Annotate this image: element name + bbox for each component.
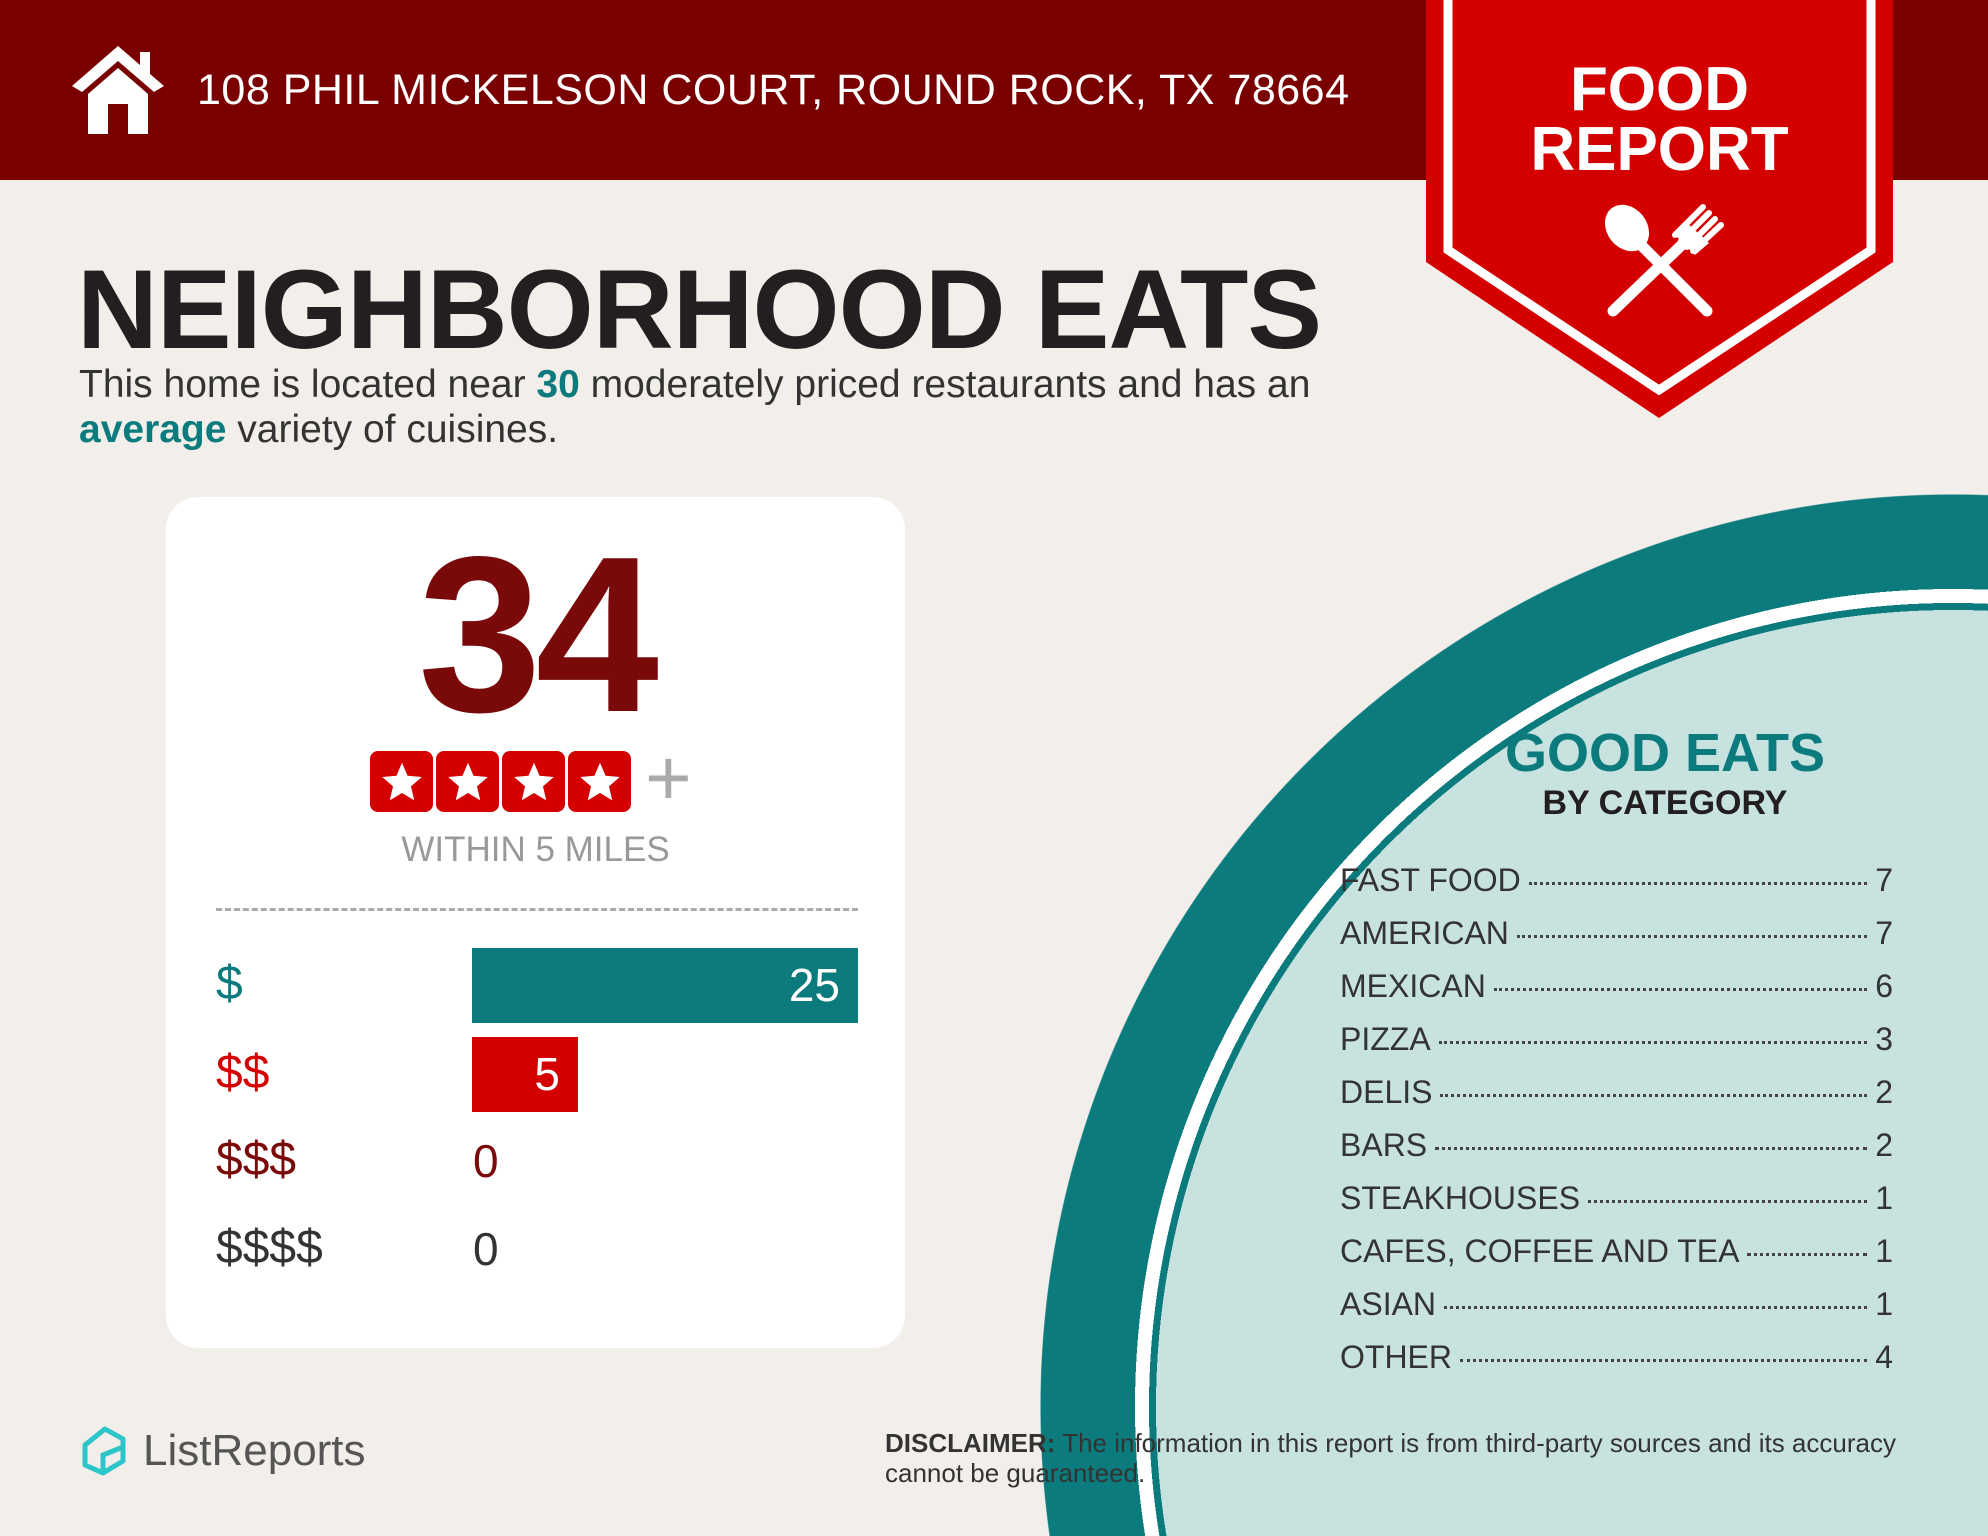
category-count: 7 bbox=[1875, 915, 1893, 951]
desc-count: 30 bbox=[536, 363, 580, 406]
disclaimer-label: DISCLAIMER: bbox=[885, 1428, 1056, 1458]
ribbon-line2: REPORT bbox=[1530, 115, 1789, 184]
star-icon bbox=[568, 751, 631, 812]
star-rating bbox=[370, 751, 631, 812]
price-level-value: 0 bbox=[473, 1223, 499, 1275]
price-level-label: $$$ bbox=[216, 1133, 297, 1186]
page-title: NEIGHBORHOOD EATS bbox=[77, 247, 1322, 372]
categories-title: GOOD EATS bbox=[1504, 723, 1826, 783]
star-icon bbox=[436, 751, 499, 812]
desc-variety: average bbox=[79, 408, 227, 451]
restaurant-count: 34 bbox=[418, 511, 659, 759]
price-level-label: $ bbox=[216, 957, 243, 1010]
category-name: DELIS bbox=[1340, 1074, 1433, 1110]
logo-text: ListReports bbox=[143, 1426, 366, 1475]
dot-leader bbox=[1516, 935, 1868, 938]
category-count: 2 bbox=[1875, 1074, 1893, 1110]
category-row: ASIAN 1 bbox=[1340, 1286, 1893, 1339]
dot-leader bbox=[1460, 1359, 1868, 1362]
dot-leader bbox=[1493, 988, 1868, 991]
category-count: 7 bbox=[1875, 862, 1893, 898]
radius-label: WITHIN 5 MILES bbox=[401, 830, 670, 869]
divider bbox=[216, 908, 858, 911]
category-name: BARS bbox=[1340, 1127, 1428, 1163]
spoon-fork-icon bbox=[1604, 204, 1724, 317]
dot-leader bbox=[1528, 882, 1868, 885]
price-level-value: 0 bbox=[473, 1135, 499, 1187]
category-name: OTHER bbox=[1340, 1339, 1452, 1375]
listreports-logo: ListReports bbox=[79, 1425, 366, 1477]
category-row: STEAKHOUSES 1 bbox=[1340, 1180, 1893, 1233]
category-list: FAST FOOD 7 AMERICAN 7 MEXICAN 6 PIZZA 3 DELIS 2 B… bbox=[1340, 862, 1893, 1392]
category-count: 3 bbox=[1875, 1021, 1893, 1057]
dot-leader bbox=[1438, 1041, 1868, 1044]
category-name: AMERICAN bbox=[1340, 915, 1509, 951]
dot-leader bbox=[1435, 1147, 1868, 1150]
listreports-logo-icon bbox=[82, 1426, 126, 1476]
star-icon bbox=[502, 751, 565, 812]
category-count: 6 bbox=[1875, 968, 1893, 1004]
price-level-bar: 25 bbox=[472, 948, 858, 1023]
category-name: FAST FOOD bbox=[1340, 862, 1521, 898]
category-name: CAFES, COFFEE AND TEA bbox=[1340, 1233, 1740, 1269]
plate-circle bbox=[1040, 494, 1988, 1536]
ribbon-title: FOOD REPORT bbox=[1426, 55, 1893, 184]
category-count: 1 bbox=[1875, 1180, 1893, 1216]
category-count: 1 bbox=[1875, 1286, 1893, 1322]
category-row: AMERICAN 7 bbox=[1340, 915, 1893, 968]
category-row: DELIS 2 bbox=[1340, 1074, 1893, 1127]
category-name: MEXICAN bbox=[1340, 968, 1486, 1004]
category-row: MEXICAN 6 bbox=[1340, 968, 1893, 1021]
category-count: 4 bbox=[1875, 1339, 1893, 1375]
category-row: FAST FOOD 7 bbox=[1340, 862, 1893, 915]
dot-leader bbox=[1588, 1200, 1868, 1203]
disclaimer: DISCLAIMER: The information in this repo… bbox=[885, 1428, 1905, 1488]
categories-subtitle: BY CATEGORY bbox=[1542, 784, 1788, 822]
desc-text: This home is located near bbox=[79, 363, 537, 406]
category-name: PIZZA bbox=[1340, 1021, 1431, 1057]
dot-leader bbox=[1747, 1253, 1868, 1256]
summary-description: This home is located near 30 moderately … bbox=[79, 362, 1379, 452]
price-level-label: $$$$ bbox=[216, 1221, 323, 1274]
disclaimer-text: The information in this report is from t… bbox=[885, 1428, 1896, 1488]
rating-plus: + bbox=[645, 733, 692, 822]
category-name: ASIAN bbox=[1340, 1286, 1437, 1322]
food-report-ribbon bbox=[1426, 0, 1893, 418]
price-level-label: $$ bbox=[216, 1046, 270, 1099]
house-icon bbox=[72, 46, 164, 134]
category-count: 1 bbox=[1875, 1233, 1893, 1269]
star-icon bbox=[370, 751, 433, 812]
category-row: OTHER 4 bbox=[1340, 1339, 1893, 1392]
dot-leader bbox=[1444, 1306, 1868, 1309]
restaurant-summary-card bbox=[166, 497, 905, 1348]
price-level-bar: 5 bbox=[472, 1037, 578, 1112]
category-row: BARS 2 bbox=[1340, 1127, 1893, 1180]
category-row: PIZZA 3 bbox=[1340, 1021, 1893, 1074]
ribbon-line1: FOOD bbox=[1569, 55, 1750, 124]
dot-leader bbox=[1440, 1094, 1868, 1097]
category-row: CAFES, COFFEE AND TEA 1 bbox=[1340, 1233, 1893, 1286]
property-address: 108 PHIL MICKELSON COURT, ROUND ROCK, TX… bbox=[197, 66, 1350, 114]
category-count: 2 bbox=[1875, 1127, 1893, 1163]
desc-text: variety of cuisines. bbox=[226, 408, 559, 451]
desc-text: moderately priced restaurants and has an bbox=[579, 363, 1311, 406]
category-name: STEAKHOUSES bbox=[1340, 1180, 1581, 1216]
